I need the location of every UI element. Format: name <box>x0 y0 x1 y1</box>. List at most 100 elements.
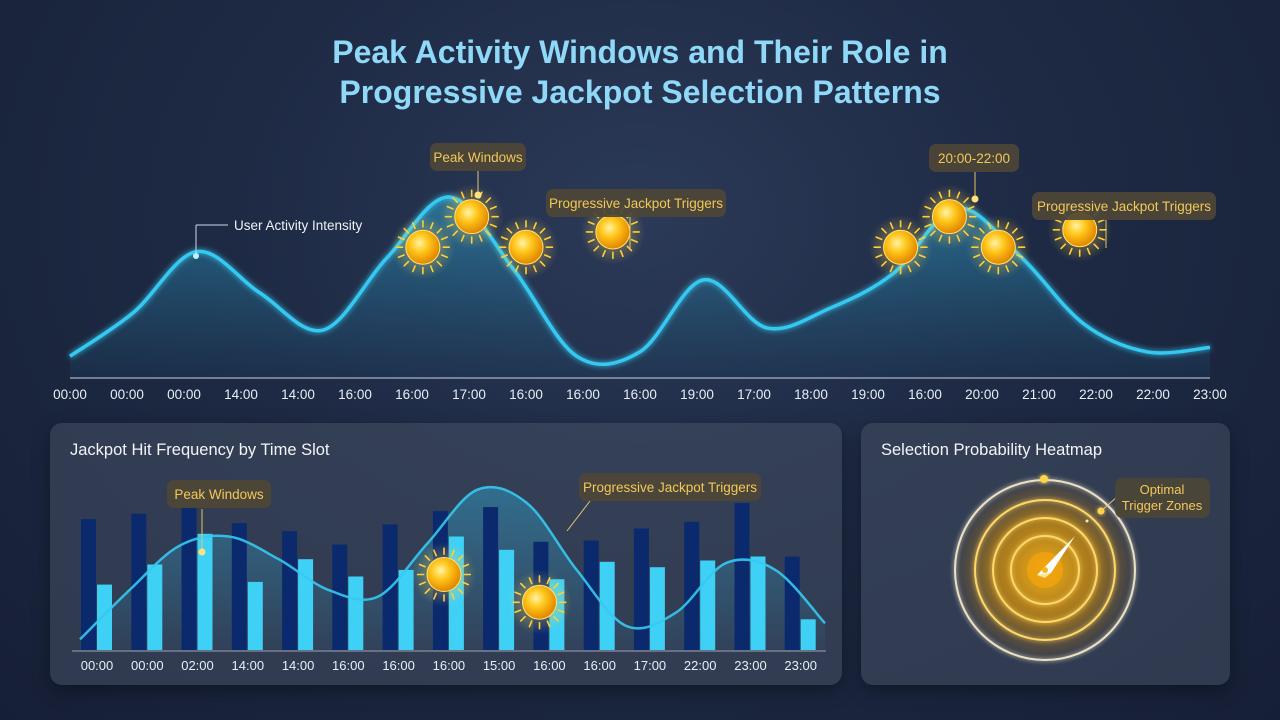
callout-jackpot-triggers-1: Progressive Jackpot Triggers <box>546 189 726 217</box>
x-tick-label: 16:00 <box>395 387 429 402</box>
title-line-2: Progressive Jackpot Selection Patterns <box>339 74 941 110</box>
x-tick-label: 21:00 <box>1022 387 1056 402</box>
callout-jackpot-triggers-1-text: Progressive Jackpot Triggers <box>549 196 723 211</box>
x-tick-label: 14:00 <box>224 387 258 402</box>
bar-callout-jackpot-triggers: Progressive Jackpot Triggers <box>579 473 761 501</box>
bar-x-tick-label: 14:00 <box>282 658 315 673</box>
bar-dark <box>282 531 298 650</box>
activity-area-chart: 00:00 00:00 00:00 14:00 14:00 16:00 16:00 17:00… <box>53 143 1227 402</box>
heatmap-callout-line1: Optimal <box>1140 482 1185 497</box>
x-tick-label: 16:00 <box>566 387 600 402</box>
bar-x-tick-label: 16:00 <box>583 658 616 673</box>
bar-x-tick-label: 14:00 <box>232 658 265 673</box>
bar-light <box>499 549 515 650</box>
bar-light <box>147 564 163 650</box>
bar-x-tick-label: 17:00 <box>634 658 667 673</box>
bar-light <box>298 559 314 650</box>
bar-light <box>247 581 263 650</box>
heatmap-title: Selection Probability Heatmap <box>881 441 1103 459</box>
bar-dark <box>784 556 800 650</box>
x-tick-label: 18:00 <box>794 387 828 402</box>
sun-icon <box>965 214 1031 280</box>
callout-peak-windows-text: Peak Windows <box>433 150 523 165</box>
bar-x-tick-label: 22:00 <box>684 658 717 673</box>
probability-heatmap: Optimal Trigger Zones <box>953 475 1210 662</box>
bar-light <box>800 619 816 650</box>
bar-chart-title: Jackpot Hit Frequency by Time Slot <box>70 441 330 459</box>
x-tick-label: 00:00 <box>167 387 201 402</box>
sun-icon <box>507 569 572 635</box>
x-tick-label: 19:00 <box>680 387 714 402</box>
callout-jackpot-triggers-2-text: Progressive Jackpot Triggers <box>1037 199 1211 214</box>
x-tick-label: 17:00 <box>737 387 771 402</box>
bar-chart-curve <box>79 485 826 641</box>
x-tick-label: 16:00 <box>623 387 657 402</box>
heatmap-callout-line2: Trigger Zones <box>1122 498 1203 513</box>
x-tick-label: 00:00 <box>110 387 144 402</box>
bar-dark <box>483 507 499 650</box>
bar-x-tick-label: 16:00 <box>433 658 466 673</box>
heatmap-ring-2 <box>974 499 1116 641</box>
bar-callout-peak-windows-text: Peak Windows <box>174 487 264 502</box>
heatmap-marker-top <box>1040 475 1048 483</box>
sun-icon <box>493 214 559 280</box>
sun-icon <box>439 184 505 249</box>
bar-dark <box>231 523 247 650</box>
bar-x-tick-label: 16:00 <box>533 658 566 673</box>
sun-icon <box>917 184 982 249</box>
bar-x-tick-label: 02:00 <box>181 658 214 673</box>
bar-light <box>599 561 615 650</box>
hit-frequency-panel: Jackpot Hit Frequency by Time Slot 00:00… <box>50 423 842 685</box>
bar-callout-jackpot-triggers-text: Progressive Jackpot Triggers <box>583 480 757 495</box>
bar-dark <box>181 507 197 650</box>
x-tick-label: 16:00 <box>908 387 942 402</box>
bar-callout-peak-windows: Peak Windows <box>167 480 271 508</box>
x-tick-label: 16:00 <box>509 387 543 402</box>
page-title: Peak Activity Windows and Their Role in … <box>0 32 1280 112</box>
bar-light <box>97 584 112 650</box>
heatmap-marker-dot <box>1085 519 1089 523</box>
x-tick-label: 14:00 <box>281 387 315 402</box>
x-tick-label: 17:00 <box>452 387 486 402</box>
probability-heatmap-panel: Selection Probability Heatmap <box>861 423 1230 685</box>
series-label: User Activity Intensity <box>234 218 363 233</box>
bar-dark <box>633 528 649 650</box>
heatmap-callout-leader <box>1100 496 1118 512</box>
bar-light <box>197 533 213 650</box>
bar-x-tick-label: 16:00 <box>332 658 365 673</box>
bar-x-tick-label: 23:00 <box>734 658 767 673</box>
title-line-1: Peak Activity Windows and Their Role in <box>332 34 948 70</box>
sun-icon <box>411 542 477 607</box>
x-tick-label: 22:00 <box>1136 387 1170 402</box>
bar-x-tick-label: 16:00 <box>382 658 415 673</box>
heatmap-callout-box <box>1115 478 1210 518</box>
callout-peak-windows: Peak Windows <box>430 143 526 171</box>
bar-light <box>348 576 364 650</box>
x-tick-label: 22:00 <box>1079 387 1113 402</box>
x-tick-label: 00:00 <box>53 387 87 402</box>
hit-frequency-bar-chart: 00:00 00:00 02:00 14:00 14:00 16:00 16:00 16:00… <box>72 473 826 673</box>
bar-x-tick-label: 15:00 <box>483 658 516 673</box>
bar-dark <box>81 519 96 650</box>
bar-x-tick-label: 23:00 <box>784 658 817 673</box>
x-tick-label: 19:00 <box>851 387 885 402</box>
x-tick-label: 16:00 <box>338 387 372 402</box>
compass-needle-icon <box>1037 536 1075 578</box>
bar-dark <box>583 540 599 650</box>
bar-x-tick-label: 00:00 <box>131 658 164 673</box>
bar-dark <box>734 503 750 650</box>
heatmap-ring-4 <box>1010 535 1080 605</box>
sun-icon <box>868 214 933 280</box>
heatmap-ring-3 <box>992 517 1098 623</box>
bar-light <box>398 569 414 650</box>
bar-light <box>750 556 766 650</box>
sun-icon <box>390 214 456 280</box>
callout-jackpot-triggers-2: Progressive Jackpot Triggers <box>1032 192 1216 220</box>
bar-dark <box>332 544 348 650</box>
bar-dark <box>684 521 700 650</box>
callout-time-window-text: 20:00-22:00 <box>938 151 1010 166</box>
bar-x-tick-label: 00:00 <box>81 658 114 673</box>
x-tick-label: 23:00 <box>1193 387 1227 402</box>
callout-time-window: 20:00-22:00 <box>929 144 1019 172</box>
bar-light <box>649 567 665 650</box>
